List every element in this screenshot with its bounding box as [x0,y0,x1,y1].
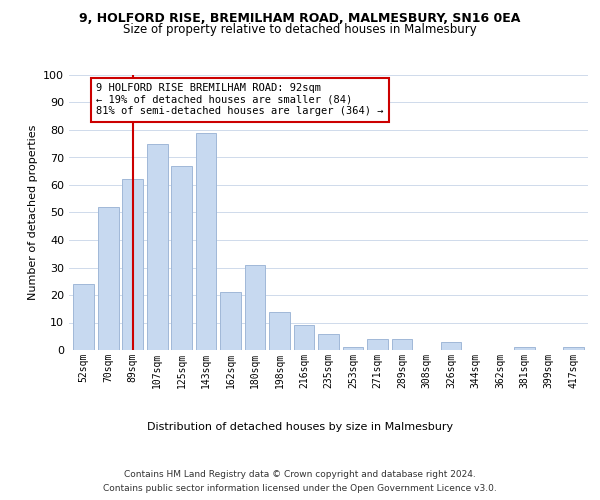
Bar [171,166,192,350]
Bar [245,265,265,350]
Bar [293,325,314,350]
Text: Size of property relative to detached houses in Malmesbury: Size of property relative to detached ho… [123,22,477,36]
Y-axis label: Number of detached properties: Number of detached properties [28,125,38,300]
Bar [563,347,584,350]
Text: Distribution of detached houses by size in Malmesbury: Distribution of detached houses by size … [147,422,453,432]
Bar [220,292,241,350]
Bar [343,347,364,350]
Bar [269,312,290,350]
Text: 9 HOLFORD RISE BREMILHAM ROAD: 92sqm
← 19% of detached houses are smaller (84)
8: 9 HOLFORD RISE BREMILHAM ROAD: 92sqm ← 1… [96,83,383,116]
Bar [318,334,339,350]
Bar [147,144,167,350]
Bar [367,339,388,350]
Text: 9, HOLFORD RISE, BREMILHAM ROAD, MALMESBURY, SN16 0EA: 9, HOLFORD RISE, BREMILHAM ROAD, MALMESB… [79,12,521,26]
Text: Contains HM Land Registry data © Crown copyright and database right 2024.: Contains HM Land Registry data © Crown c… [124,470,476,479]
Bar [122,180,143,350]
Bar [196,132,217,350]
Bar [98,207,119,350]
Bar [73,284,94,350]
Bar [440,342,461,350]
Text: Contains public sector information licensed under the Open Government Licence v3: Contains public sector information licen… [103,484,497,493]
Bar [514,347,535,350]
Bar [392,339,412,350]
